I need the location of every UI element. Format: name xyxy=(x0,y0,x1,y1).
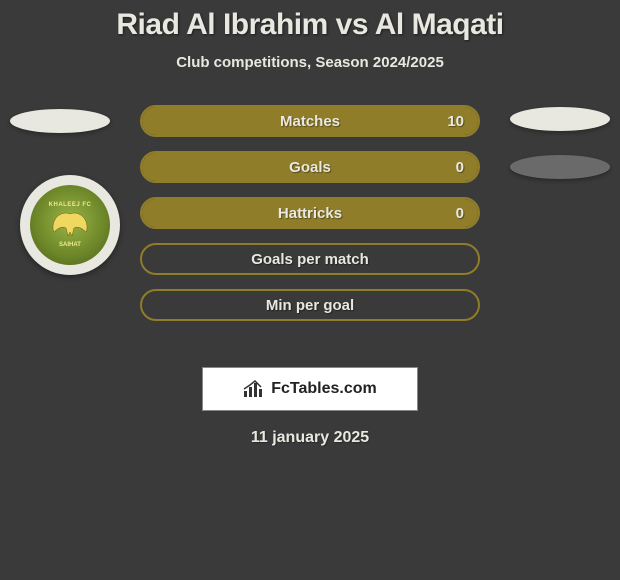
page-title: Riad Al Ibrahim vs Al Maqati xyxy=(0,8,620,42)
logo-text: FcTables.com xyxy=(271,380,377,398)
subtitle: Club competitions, Season 2024/2025 xyxy=(0,54,620,71)
stat-row: Goals 0 xyxy=(140,151,480,183)
stat-row: Matches 10 xyxy=(140,105,480,137)
stat-label: Matches xyxy=(280,113,340,130)
stat-label: Min per goal xyxy=(266,297,354,314)
player1-marker-ellipse xyxy=(10,109,110,133)
date-label: 11 january 2025 xyxy=(0,429,620,447)
stat-row: Goals per match xyxy=(140,243,480,275)
stats-area: KHALEEJ FC SAIHAT Matches10Goals0Hattric… xyxy=(0,99,620,359)
club-badge: KHALEEJ FC SAIHAT xyxy=(20,175,120,275)
comparison-card: Riad Al Ibrahim vs Al Maqati Club compet… xyxy=(0,0,620,447)
club-badge-inner: KHALEEJ FC SAIHAT xyxy=(30,185,110,265)
stat-row: Hattricks 0 xyxy=(140,197,480,229)
player2-marker-ellipse-1 xyxy=(510,107,610,131)
stat-label: Goals xyxy=(289,159,331,176)
badge-bottom-text: SAIHAT xyxy=(59,242,81,248)
stat-value: 0 xyxy=(456,159,464,176)
bar-chart-icon xyxy=(243,380,265,398)
stat-row: Min per goal xyxy=(140,289,480,321)
stat-value: 10 xyxy=(447,113,464,130)
stat-bars-group: Matches 10 Goals 0 Hattricks 0 Goals per match… xyxy=(140,105,480,335)
stat-value: 0 xyxy=(456,205,464,222)
fctables-logo[interactable]: FcTables.com xyxy=(202,367,418,411)
eagle-icon xyxy=(48,210,92,240)
stat-label: Hattricks xyxy=(278,205,342,222)
player2-marker-ellipse-2 xyxy=(510,155,610,179)
stat-label: Goals per match xyxy=(251,251,369,268)
badge-top-text: KHALEEJ FC xyxy=(49,202,92,208)
